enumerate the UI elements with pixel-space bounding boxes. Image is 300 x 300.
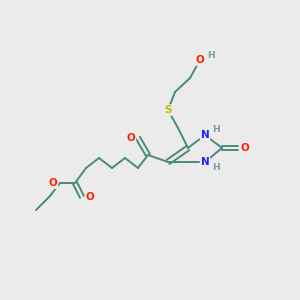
Text: H: H [207,50,214,59]
Text: O: O [241,143,249,153]
Text: O: O [85,192,94,202]
Text: O: O [127,133,135,143]
Text: O: O [49,178,57,188]
Text: N: N [201,157,209,167]
Text: S: S [164,105,172,115]
Text: N: N [201,130,209,140]
Text: O: O [196,55,204,65]
Text: H: H [212,163,220,172]
Text: H: H [212,125,220,134]
